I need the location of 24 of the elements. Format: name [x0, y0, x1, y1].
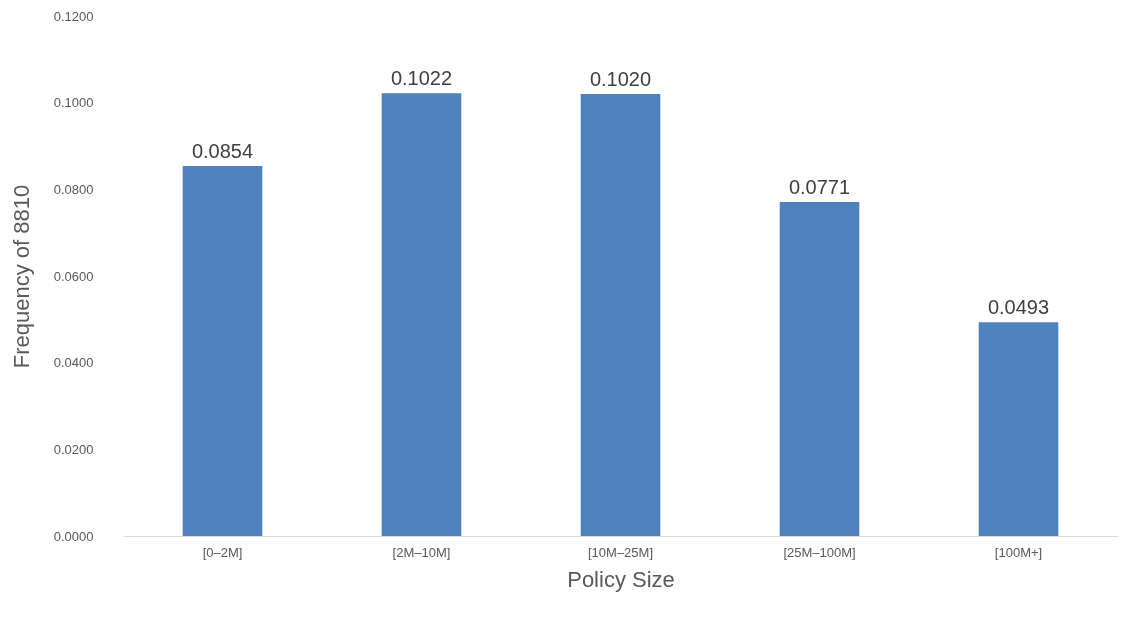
data-label: 0.1022: [390, 67, 453, 90]
bar: [381, 93, 462, 536]
y-tick-label: 0.0000: [53, 528, 94, 544]
x-tick-label: [10M–25M]: [587, 544, 654, 560]
data-label: 0.0771: [788, 175, 851, 198]
bar: [580, 94, 661, 536]
y-tick-label: 0.0200: [53, 441, 94, 457]
bar: [182, 165, 263, 536]
y-tick-label: 0.0400: [53, 355, 94, 371]
bar: [978, 322, 1059, 536]
data-label: 0.0854: [191, 139, 254, 162]
y-tick-label: 0.1200: [53, 8, 94, 24]
y-axis-title: Frequency of 8810: [8, 184, 34, 369]
y-tick-label: 0.0800: [53, 181, 94, 197]
bar: [779, 201, 860, 536]
y-tick-label: 0.0600: [53, 268, 94, 284]
data-label: 0.1020: [589, 68, 652, 90]
x-tick-label: [2M–10M]: [392, 544, 451, 560]
y-tick-label: 0.1000: [53, 95, 94, 111]
x-tick-label: [0–2M]: [202, 544, 243, 560]
x-tick-label: [100M+]: [994, 544, 1043, 560]
data-label: 0.0493: [987, 296, 1050, 319]
x-axis-title: Policy Size: [567, 566, 675, 592]
x-tick-label: [25M–100M]: [783, 544, 856, 560]
